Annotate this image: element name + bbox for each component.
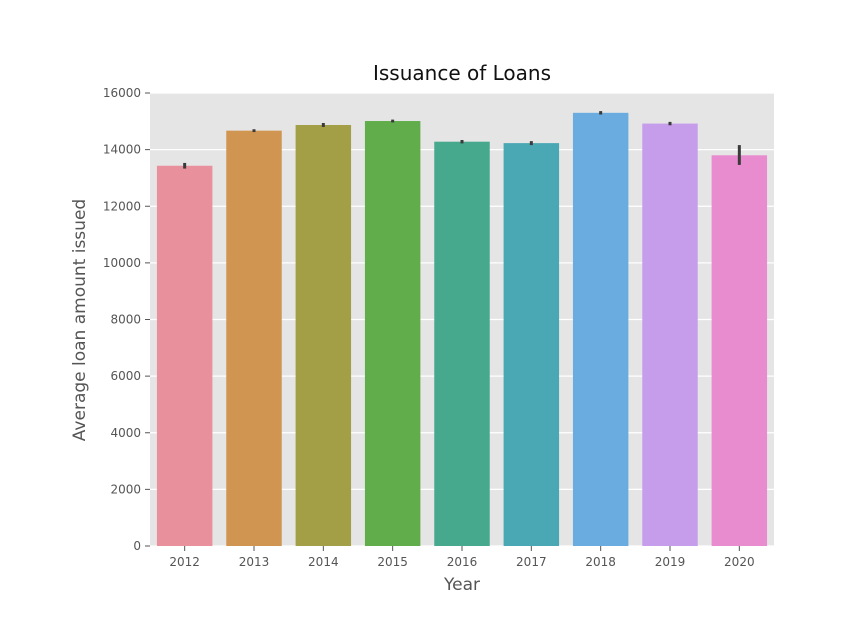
bars [156,112,768,547]
bar-2018 [572,112,629,546]
bar-2012 [156,165,213,546]
x-tick-label-2015: 2015 [377,555,408,569]
y-tick-label: 16000 [103,86,141,100]
x-axis-ticks: 2012 2013 2014 2015 2016 2017 2018 2019 2020 [169,546,755,569]
y-tick-label: 10000 [103,256,141,270]
x-tick-label-2018: 2018 [585,555,616,569]
bar-2017 [503,143,560,546]
x-tick-label-2013: 2013 [239,555,270,569]
x-tick-label-2017: 2017 [516,555,547,569]
x-axis-title: Year [443,575,480,595]
y-tick-label: 12000 [103,199,141,213]
bar-2013 [226,130,282,546]
y-tick-label: 8000 [110,313,141,327]
bar-2015 [364,121,421,547]
bar-2020 [711,155,768,546]
y-tick-label: 6000 [110,369,141,383]
x-tick-label-2020: 2020 [724,555,755,569]
x-tick-label-2014: 2014 [308,555,339,569]
bar-2019 [642,123,698,546]
y-axis-title: Average loan amount issued [70,199,90,441]
y-tick-label: 0 [133,539,141,553]
x-tick-label-2016: 2016 [447,555,478,569]
chart-title: Issuance of Loans [373,61,551,85]
y-axis-ticks: 0 2000 4000 6000 8000 10000 12000 14000 16000 [103,86,150,553]
y-tick-label: 4000 [110,426,141,440]
error-bars [183,111,741,169]
x-tick-label-2012: 2012 [169,555,200,569]
x-tick-label-2019: 2019 [655,555,686,569]
y-tick-label: 14000 [103,143,141,157]
bar-2014 [295,124,352,546]
y-tick-label: 2000 [110,482,141,496]
bar-2016 [434,141,490,546]
